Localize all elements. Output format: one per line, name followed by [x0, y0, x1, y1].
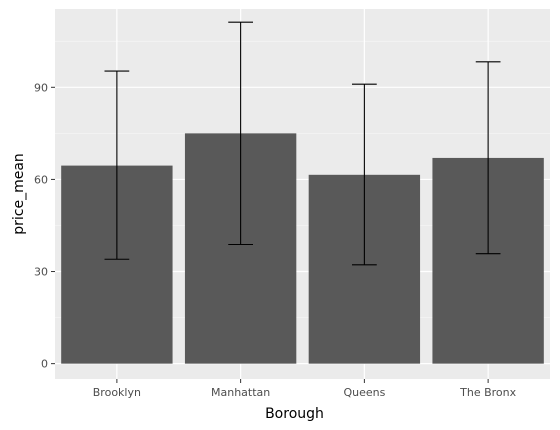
y-tick-label: 90: [34, 81, 48, 94]
bars: [61, 133, 544, 364]
error-bar-the-bronx: [475, 61, 501, 255]
y-tick-label: 30: [34, 266, 48, 279]
x-axis: Brooklyn Manhattan Queens The Bronx: [93, 379, 517, 399]
error-bar-queens: [352, 83, 377, 266]
x-tick-label: The Bronx: [459, 386, 516, 399]
y-tick-label: 60: [34, 173, 48, 186]
error-bar-brooklyn: [104, 70, 130, 260]
y-axis-title: price_mean: [11, 153, 27, 235]
x-axis-title: Borough: [265, 406, 324, 422]
x-tick-label: Brooklyn: [93, 386, 141, 399]
x-tick-label: Queens: [343, 386, 385, 399]
y-tick-label: 0: [41, 358, 48, 371]
y-axis: 0 30 60 90: [34, 81, 55, 371]
error-bars: [104, 21, 501, 266]
x-tick-label: Manhattan: [211, 386, 270, 399]
error-bar-manhattan: [228, 21, 253, 246]
